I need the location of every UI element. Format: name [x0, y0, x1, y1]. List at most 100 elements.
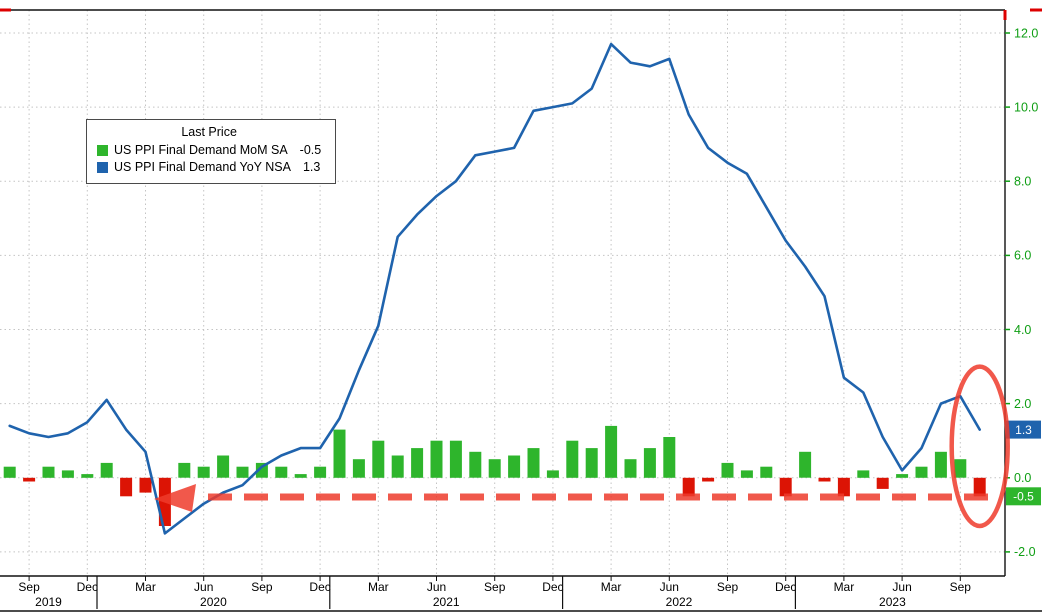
x-tick-label: Jun [892, 580, 911, 594]
x-tick-label: Dec [309, 580, 330, 594]
x-tick-label: Jun [660, 580, 679, 594]
year-label: 2021 [433, 595, 460, 609]
legend-label-mom: US PPI Final Demand MoM SA [114, 143, 288, 157]
bar-2022-07 [682, 477, 695, 497]
x-tick-label: Sep [251, 580, 273, 594]
bar-2022-04 [624, 459, 637, 478]
bar-2021-07 [449, 440, 462, 478]
yoy-line [8, 42, 981, 535]
bar-2019-12 [81, 474, 94, 478]
svg-text:1.3: 1.3 [1015, 423, 1032, 437]
x-tick-label: Dec [775, 580, 796, 594]
legend-title: Last Price [181, 125, 237, 139]
legend-value-mom: -0.5 [299, 143, 322, 157]
last-price-tag-yoy: 1.3 [1006, 420, 1041, 439]
legend-value-yoy: 1.3 [302, 160, 321, 174]
bar-2023-09 [954, 459, 967, 478]
y-tick-label: 8.0 [1014, 175, 1031, 189]
x-axis-labels: Sep Dec Mar Jun Sep Dec Mar Jun Sep Dec Mar Jun Sep D… [18, 576, 971, 609]
bar-2020-06 [197, 466, 210, 478]
bar-2021-12 [546, 470, 559, 478]
bar-2021-04 [391, 455, 404, 478]
y-axis-labels: -2.0 0.0 2.0 4.0 6.0 8.0 10.0 12.0 [1005, 26, 1038, 559]
bar-2023-03 [837, 477, 850, 497]
bar-2021-03 [372, 440, 385, 478]
x-tick-label: Dec [77, 580, 98, 594]
bar-2020-11 [294, 474, 307, 478]
bar-2019-09 [23, 477, 36, 482]
y-tick-label: 2.0 [1014, 397, 1031, 411]
chart-frame [0, 8, 1042, 612]
bar-2023-07 [915, 466, 928, 478]
bar-2022-02 [585, 448, 598, 478]
y-tick-label: 12.0 [1014, 26, 1038, 40]
year-label: 2022 [666, 595, 693, 609]
x-tick-label: Mar [601, 580, 622, 594]
y-tick-label: 0.0 [1014, 471, 1031, 485]
bar-2021-02 [352, 459, 365, 478]
x-tick-label: Sep [18, 580, 40, 594]
bar-2019-10 [42, 466, 55, 478]
bar-2022-11 [760, 466, 773, 478]
x-tick-label: Mar [834, 580, 855, 594]
last-price-tag-mom: -0.5 [1006, 487, 1041, 506]
bar-2020-02 [120, 477, 133, 497]
annotation-arrow [154, 484, 988, 512]
bar-2020-03 [139, 477, 152, 493]
legend-entry-mom: US PPI Final Demand MoM SA -0.5 [97, 142, 321, 159]
bar-2021-08 [469, 451, 482, 478]
annotation-ellipse [949, 364, 1010, 529]
x-tick-label: Jun [427, 580, 446, 594]
bar-2023-01 [799, 451, 812, 478]
x-tick-label: Sep [717, 580, 739, 594]
bar-2022-10 [740, 470, 753, 478]
bar-2023-05 [876, 477, 889, 489]
bar-2020-09 [255, 462, 268, 478]
x-tick-label: Dec [542, 580, 563, 594]
x-tick-label: Sep [950, 580, 972, 594]
bar-2023-06 [896, 474, 909, 478]
bar-2020-10 [275, 466, 288, 478]
bar-2019-11 [61, 470, 74, 478]
bar-2022-09 [721, 462, 734, 478]
x-tick-label: Mar [135, 580, 156, 594]
bar-2022-05 [643, 448, 656, 478]
bar-2021-11 [527, 448, 540, 478]
x-tick-label: Jun [194, 580, 213, 594]
bar-2020-08 [236, 466, 249, 478]
mom-series-swatch [97, 145, 108, 156]
bar-2020-12 [314, 466, 327, 478]
bar-2021-09 [488, 459, 501, 478]
y-tick-label: 4.0 [1014, 323, 1031, 337]
bar-2022-03 [605, 425, 618, 478]
bar-2021-01 [333, 429, 346, 478]
legend: Last Price US PPI Final Demand MoM SA -0… [86, 119, 337, 184]
bar-2020-07 [217, 455, 230, 478]
bar-2023-08 [934, 451, 947, 478]
mom-bars [3, 425, 986, 526]
legend-label-yoy: US PPI Final Demand YoY NSA [114, 160, 291, 174]
bar-2021-06 [430, 440, 443, 478]
yoy-series-swatch [97, 162, 108, 173]
bar-2023-04 [857, 470, 870, 478]
bar-2022-08 [702, 477, 715, 482]
bar-2019-08 [3, 466, 16, 478]
y-tick-label: 6.0 [1014, 249, 1031, 263]
bar-2023-10 [973, 477, 986, 497]
svg-text:-0.5: -0.5 [1013, 490, 1034, 504]
bar-2022-12 [779, 477, 792, 497]
x-tick-label: Mar [368, 580, 389, 594]
legend-entry-yoy: US PPI Final Demand YoY NSA 1.3 [97, 159, 321, 176]
bar-2023-02 [818, 477, 831, 482]
year-label: 2023 [879, 595, 906, 609]
y-tick-label: 10.0 [1014, 100, 1038, 114]
y-tick-label: -2.0 [1014, 545, 1036, 559]
bar-2021-10 [508, 455, 521, 478]
year-label: 2020 [200, 595, 227, 609]
bar-2022-06 [663, 437, 676, 478]
bar-2021-05 [411, 448, 424, 478]
x-tick-label: Sep [484, 580, 506, 594]
bar-2020-01 [100, 462, 113, 478]
